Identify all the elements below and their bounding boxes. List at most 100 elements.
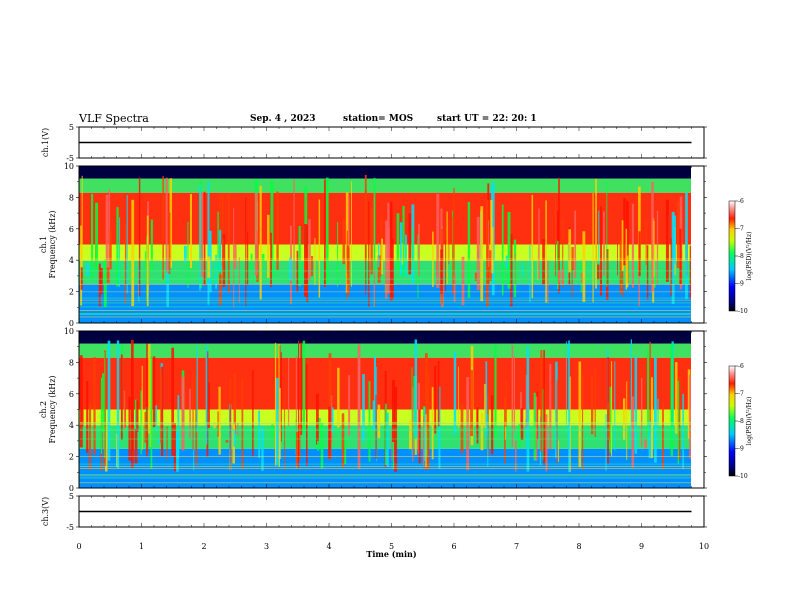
burst-stripe	[203, 191, 206, 286]
burst-stripe	[368, 201, 370, 308]
burst-stripe	[99, 268, 103, 295]
y-tick-label: 4	[69, 256, 74, 265]
burst-stripe	[476, 216, 480, 290]
burst-stripe	[138, 263, 140, 302]
burst-stripe	[259, 185, 262, 300]
burst-stripe	[606, 249, 609, 301]
burst-stripe	[150, 356, 153, 469]
burst-stripe	[491, 395, 494, 455]
burst-stripe	[531, 194, 534, 299]
spectrogram-3	[79, 331, 704, 488]
burst-stripe	[543, 350, 545, 466]
burst-stripe	[614, 361, 616, 451]
burst-stripe	[233, 374, 237, 434]
burst-stripe	[536, 391, 539, 440]
burst-stripe	[399, 222, 403, 275]
burst-stripe	[279, 388, 281, 460]
burst-stripe	[485, 361, 488, 437]
burst-stripe	[168, 212, 171, 274]
burst-stripe	[622, 398, 626, 440]
burst-stripe	[131, 199, 135, 307]
burst-stripe	[261, 254, 265, 263]
colorbar-tick-label: -6	[738, 363, 744, 370]
burst-stripe	[261, 426, 264, 471]
burst-stripe	[445, 239, 447, 292]
burst-stripe	[233, 207, 235, 308]
burst-stripe	[408, 213, 412, 275]
colorbar-tick-label: -7	[738, 391, 744, 398]
colorbar-gradient	[728, 365, 736, 477]
burst-stripe	[434, 366, 437, 434]
burst-stripe	[238, 257, 240, 303]
burst-stripe	[81, 175, 83, 270]
burst-stripe	[124, 393, 127, 428]
burst-stripe	[306, 224, 309, 303]
y-tick-label: 2	[69, 453, 74, 462]
burst-stripe	[424, 407, 426, 462]
burst-stripe	[557, 270, 561, 284]
burst-stripe	[278, 344, 280, 467]
burst-stripe	[134, 428, 138, 464]
burst-stripe	[640, 377, 643, 448]
burst-stripe	[651, 377, 653, 458]
burst-stripe	[203, 271, 205, 286]
burst-stripe	[617, 243, 618, 276]
burst-stripe	[126, 195, 128, 294]
burst-stripe	[275, 377, 279, 466]
burst-stripe	[414, 339, 418, 438]
burst-stripe	[233, 430, 236, 447]
burst-stripe	[218, 229, 222, 273]
burst-stripe	[91, 193, 94, 281]
burst-stripe	[141, 365, 143, 450]
burst-stripe	[324, 179, 326, 288]
colorbar-3: -6 -7 -8 -9 -10 log(PSD)(V²/Hz)	[728, 363, 753, 480]
burst-stripe	[207, 181, 210, 305]
burst-stripe	[177, 395, 180, 459]
burst-stripe	[318, 199, 321, 298]
burst-stripe	[561, 268, 564, 285]
burst-stripe	[578, 361, 582, 468]
burst-stripe	[169, 178, 173, 268]
burst-stripe	[489, 250, 492, 281]
y-tick-label: 6	[69, 225, 74, 234]
burst-stripe	[357, 344, 361, 469]
burst-stripe	[206, 351, 209, 458]
burst-stripe	[648, 420, 652, 459]
y-axis-label: ch.1	[39, 236, 48, 253]
burst-stripe	[670, 352, 674, 448]
burst-stripe	[654, 357, 657, 463]
burst-stripe	[501, 204, 504, 296]
colorbar-tick-label: -9	[738, 446, 744, 453]
burst-stripe	[234, 244, 237, 269]
burst-stripe	[568, 229, 572, 273]
burst-stripe	[227, 193, 230, 293]
burst-stripe	[597, 264, 600, 280]
burst-stripe	[258, 410, 261, 459]
burst-stripe	[404, 234, 407, 277]
burst-stripe	[351, 431, 354, 433]
burst-stripe	[377, 404, 381, 438]
burst-stripe	[306, 364, 308, 466]
burst-stripe	[387, 202, 390, 294]
burst-stripe	[474, 272, 477, 281]
burst-stripe	[145, 251, 147, 268]
x-tick-label: 7	[514, 542, 519, 551]
burst-stripe	[582, 231, 586, 302]
burst-stripe	[689, 375, 692, 459]
burst-stripe	[298, 422, 301, 461]
burst-stripe	[558, 440, 559, 462]
y-axis-label: Frequency (kHz)	[48, 210, 57, 278]
burst-stripe	[521, 263, 524, 276]
burst-stripe	[545, 414, 548, 472]
burst-stripe	[470, 369, 473, 437]
background-band	[79, 331, 691, 344]
burst-stripe	[155, 405, 158, 431]
burst-stripe	[513, 239, 517, 298]
background-band	[79, 192, 691, 245]
burst-stripe	[173, 423, 176, 472]
burst-stripe	[646, 245, 649, 300]
burst-stripe	[619, 239, 622, 294]
burst-stripe	[453, 188, 455, 294]
y-tick-label: 10	[64, 162, 74, 171]
burst-stripe	[237, 423, 239, 437]
